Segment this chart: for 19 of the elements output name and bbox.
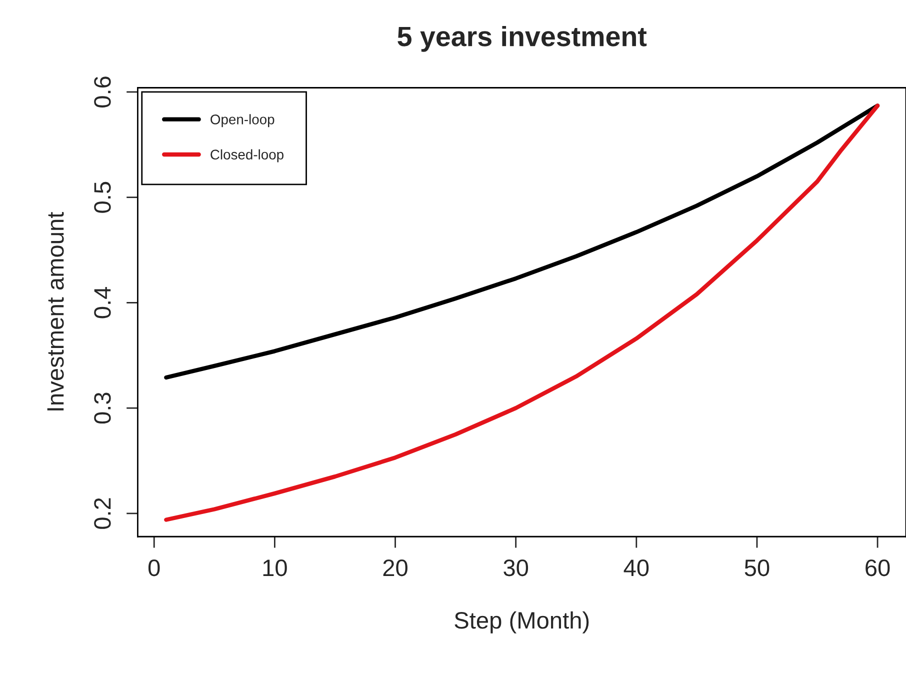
legend-label: Closed-loop <box>210 149 284 162</box>
x-tick-label: 50 <box>744 559 770 576</box>
x-tick-label: 0 <box>148 559 160 576</box>
y-tick-label: 0.6 <box>94 76 111 108</box>
line-series <box>164 104 880 522</box>
x-tick-label: 60 <box>866 559 890 576</box>
x-tick-label: 30 <box>504 559 528 576</box>
y-tick-label: 0.4 <box>94 286 111 318</box>
x-axis-title: Step (Month) <box>454 611 589 634</box>
y-tick-label: 0.5 <box>94 182 111 213</box>
chart-title: 5 years investment <box>398 26 647 52</box>
x-tick-label: 20 <box>383 559 408 576</box>
legend-label: Open-loop <box>210 114 274 128</box>
y-tick-label: 0.3 <box>94 392 111 424</box>
y-tick-label: 0.2 <box>94 498 111 529</box>
line-series <box>164 104 880 380</box>
y-axis-title: Investment amount <box>47 212 64 410</box>
x-tick-label: 10 <box>263 559 287 576</box>
x-tick-label: 40 <box>624 559 649 576</box>
